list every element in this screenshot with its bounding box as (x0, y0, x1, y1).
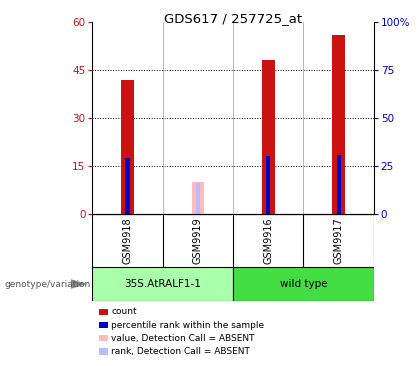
Polygon shape (71, 279, 87, 289)
Text: GSM9916: GSM9916 (263, 217, 273, 264)
Text: GSM9918: GSM9918 (123, 217, 133, 264)
Bar (266, 157, 270, 214)
Bar (121, 80, 134, 214)
Bar (92, 267, 233, 301)
Bar (262, 60, 275, 214)
Text: genotype/variation: genotype/variation (4, 280, 90, 288)
Bar (336, 154, 341, 214)
Text: value, Detection Call = ABSENT: value, Detection Call = ABSENT (111, 334, 255, 343)
Bar (126, 158, 130, 214)
Bar (192, 182, 204, 214)
Text: 35S.AtRALF1-1: 35S.AtRALF1-1 (124, 279, 201, 289)
Bar (332, 35, 345, 214)
Bar (196, 183, 200, 214)
Text: percentile rank within the sample: percentile rank within the sample (111, 321, 265, 329)
Text: rank, Detection Call = ABSENT: rank, Detection Call = ABSENT (111, 347, 250, 356)
Text: GDS617 / 257725_at: GDS617 / 257725_at (164, 12, 302, 25)
Text: wild type: wild type (280, 279, 327, 289)
Text: GSM9917: GSM9917 (333, 217, 344, 264)
Bar (233, 267, 374, 301)
Text: count: count (111, 307, 137, 316)
Text: GSM9919: GSM9919 (193, 217, 203, 264)
